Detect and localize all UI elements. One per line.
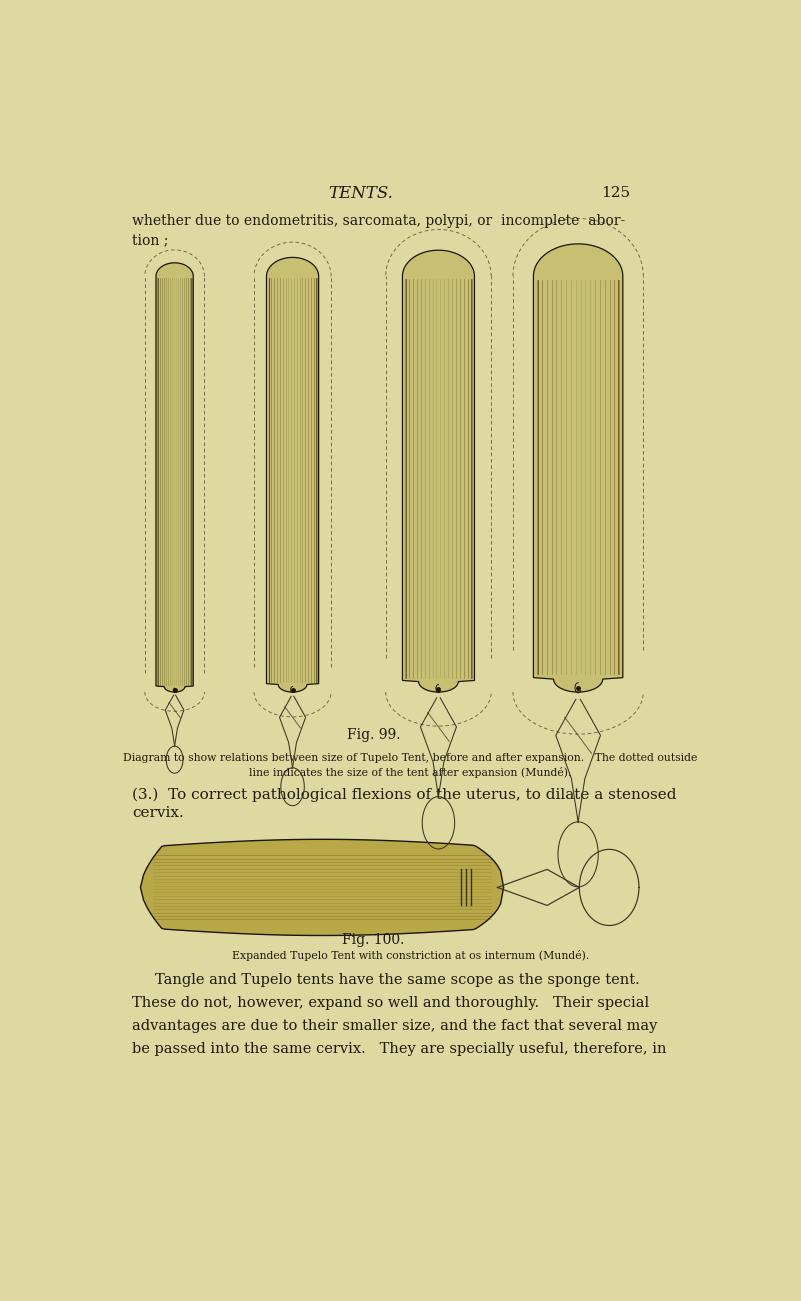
Text: tion ;: tion ; [132,233,169,247]
Polygon shape [156,263,193,692]
Text: Fig. 100.: Fig. 100. [342,933,405,947]
Polygon shape [140,839,504,935]
Text: Diagram to show relations between size of Tupelo Tent, before and after expansio: Diagram to show relations between size o… [123,753,698,764]
Text: These do not, however, expand so well and thoroughly.   Their special: These do not, however, expand so well an… [132,995,650,1010]
Text: Tangle and Tupelo tents have the same scope as the sponge tent.: Tangle and Tupelo tents have the same sc… [155,973,639,986]
Text: cervix.: cervix. [132,807,184,821]
Text: advantages are due to their smaller size, and the fact that several may: advantages are due to their smaller size… [132,1019,658,1033]
Text: (3.)  To correct pathological flexions of the uterus, to dilate a stenosed: (3.) To correct pathological flexions of… [132,788,677,803]
Text: Fig. 99.: Fig. 99. [347,729,400,742]
Text: whether due to endometritis, sarcomata, polypi, or  incomplete  abor-: whether due to endometritis, sarcomata, … [132,215,626,228]
Text: Expanded Tupelo Tent with constriction at os internum (Mundé).: Expanded Tupelo Tent with constriction a… [231,950,590,961]
Polygon shape [267,258,319,692]
Text: be passed into the same cervix.   They are specially useful, therefore, in: be passed into the same cervix. They are… [132,1042,667,1055]
Text: TENTS.: TENTS. [328,185,393,202]
Text: 125: 125 [601,186,630,200]
Text: line indicates the size of the tent after expansion (Mundé).: line indicates the size of the tent afte… [249,766,572,778]
Polygon shape [402,250,474,692]
Polygon shape [533,243,623,692]
